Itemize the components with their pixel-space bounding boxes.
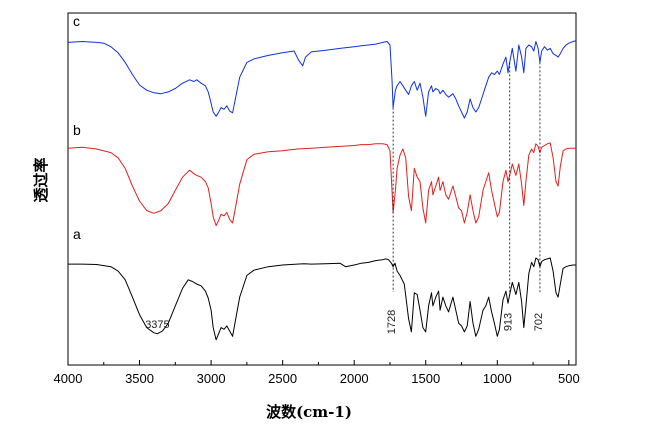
x-tick-label: 1500 bbox=[411, 371, 440, 386]
x-axis-ticks: 4000 3500 3000 2500 2000 1500 1000 500 bbox=[54, 360, 580, 386]
series-line-a bbox=[68, 257, 576, 341]
x-tick-label: 3500 bbox=[125, 371, 154, 386]
series-labels: a b c bbox=[73, 13, 81, 242]
plot-frame bbox=[67, 12, 577, 366]
spectra-series bbox=[67, 40, 577, 341]
annotation-label: 3375 bbox=[145, 319, 169, 331]
peak-annotations: 3375 1728 913 702 bbox=[145, 62, 545, 334]
x-tick-label: 500 bbox=[558, 371, 580, 386]
x-tick-label: 3000 bbox=[197, 371, 226, 386]
x-tick-label: 1000 bbox=[483, 371, 512, 386]
y-axis-title: 透过率 bbox=[32, 157, 50, 202]
annotation-label: 1728 bbox=[386, 310, 398, 334]
annotation-label: 913 bbox=[503, 313, 515, 331]
series-label-b: b bbox=[73, 122, 81, 138]
annotation-label: 702 bbox=[533, 313, 545, 331]
series-label-a: a bbox=[73, 226, 81, 242]
x-tick-label: 2500 bbox=[268, 371, 297, 386]
x-axis-title: 波数(cm-1) bbox=[266, 403, 352, 421]
series-line-b bbox=[67, 142, 576, 227]
x-tick-label: 4000 bbox=[54, 371, 83, 386]
series-label-c: c bbox=[73, 13, 80, 29]
x-tick-label: 2000 bbox=[340, 371, 369, 386]
series-line-c bbox=[67, 40, 577, 119]
